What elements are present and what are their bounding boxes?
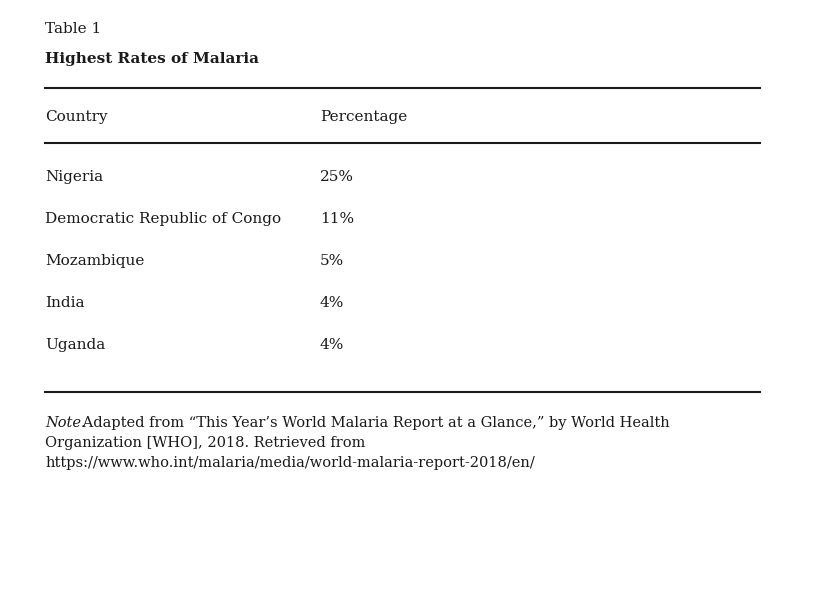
Text: 4%: 4% <box>320 338 344 352</box>
Text: Percentage: Percentage <box>320 110 407 124</box>
Text: Table 1: Table 1 <box>45 22 101 36</box>
Text: Uganda: Uganda <box>45 338 105 352</box>
Text: Note.: Note. <box>45 416 86 430</box>
Text: https://www.who.int/malaria/media/world-malaria-report-2018/en/: https://www.who.int/malaria/media/world-… <box>45 456 535 470</box>
Text: Mozambique: Mozambique <box>45 254 144 268</box>
Text: Nigeria: Nigeria <box>45 170 103 184</box>
Text: India: India <box>45 296 85 310</box>
Text: Country: Country <box>45 110 108 124</box>
Text: Adapted from “This Year’s World Malaria Report at a Glance,” by World Health: Adapted from “This Year’s World Malaria … <box>78 416 670 430</box>
Text: Organization [WHO], 2018. Retrieved from: Organization [WHO], 2018. Retrieved from <box>45 436 365 450</box>
Text: Highest Rates of Malaria: Highest Rates of Malaria <box>45 52 259 66</box>
Text: 25%: 25% <box>320 170 354 184</box>
Text: 11%: 11% <box>320 212 354 226</box>
Text: 4%: 4% <box>320 296 344 310</box>
Text: 5%: 5% <box>320 254 344 268</box>
Text: Democratic Republic of Congo: Democratic Republic of Congo <box>45 212 281 226</box>
